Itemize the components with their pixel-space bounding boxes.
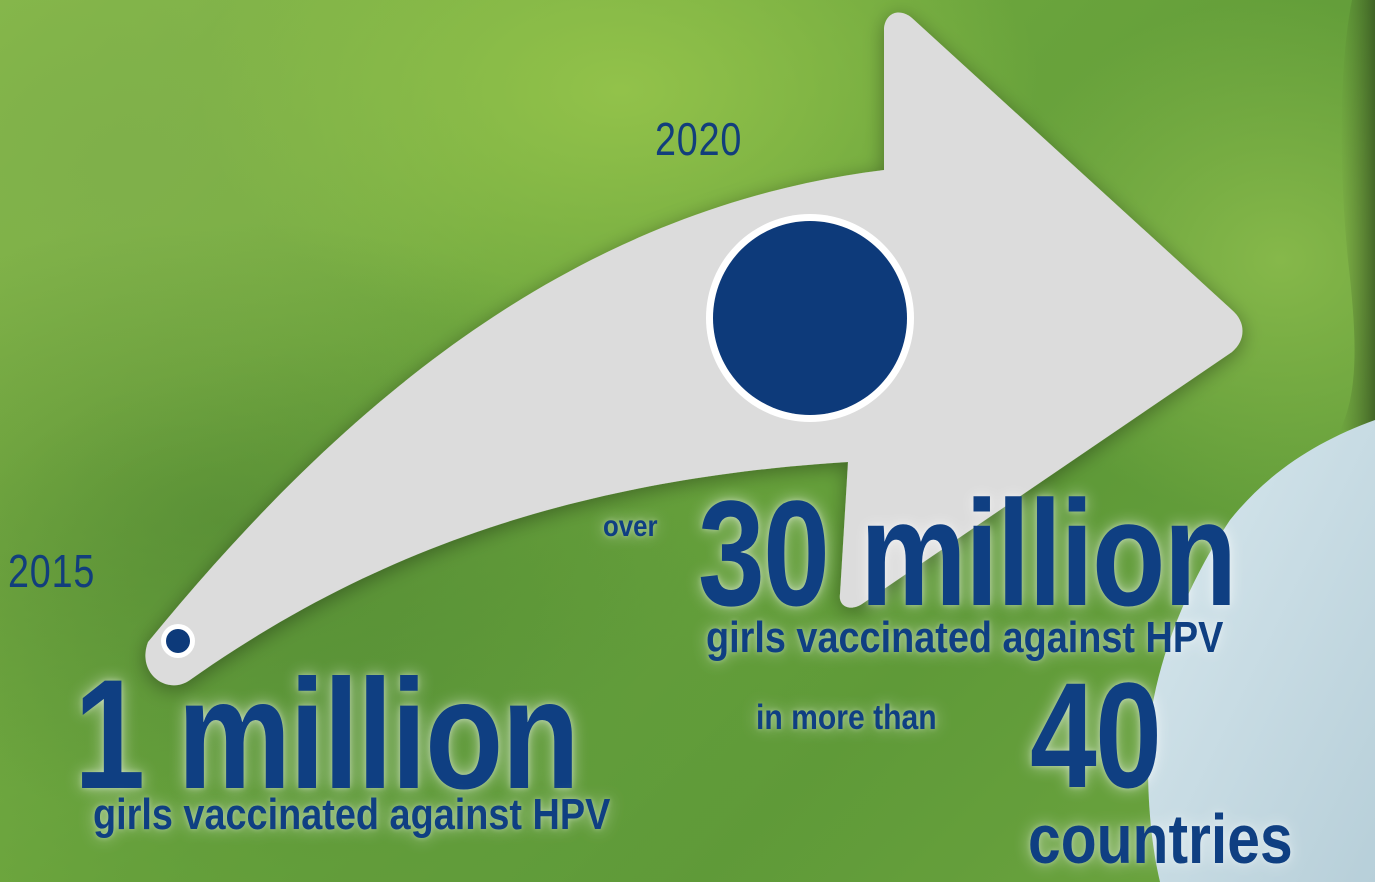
country-count: 40 xyxy=(1030,651,1162,819)
end-figure: 30 million xyxy=(698,469,1237,637)
start-caption: girls vaccinated against HPV xyxy=(93,790,611,839)
start-figure: 1 million xyxy=(74,648,580,822)
end-year-label: 2020 xyxy=(655,113,743,165)
end-caption: girls vaccinated against HPV xyxy=(706,613,1224,662)
country-prefix: in more than xyxy=(756,698,937,737)
end-figure-prefix: over xyxy=(603,510,658,543)
start-year-label: 2015 xyxy=(8,545,96,597)
curved-arrow-icon xyxy=(145,12,1243,686)
country-label: countries xyxy=(1028,800,1293,878)
